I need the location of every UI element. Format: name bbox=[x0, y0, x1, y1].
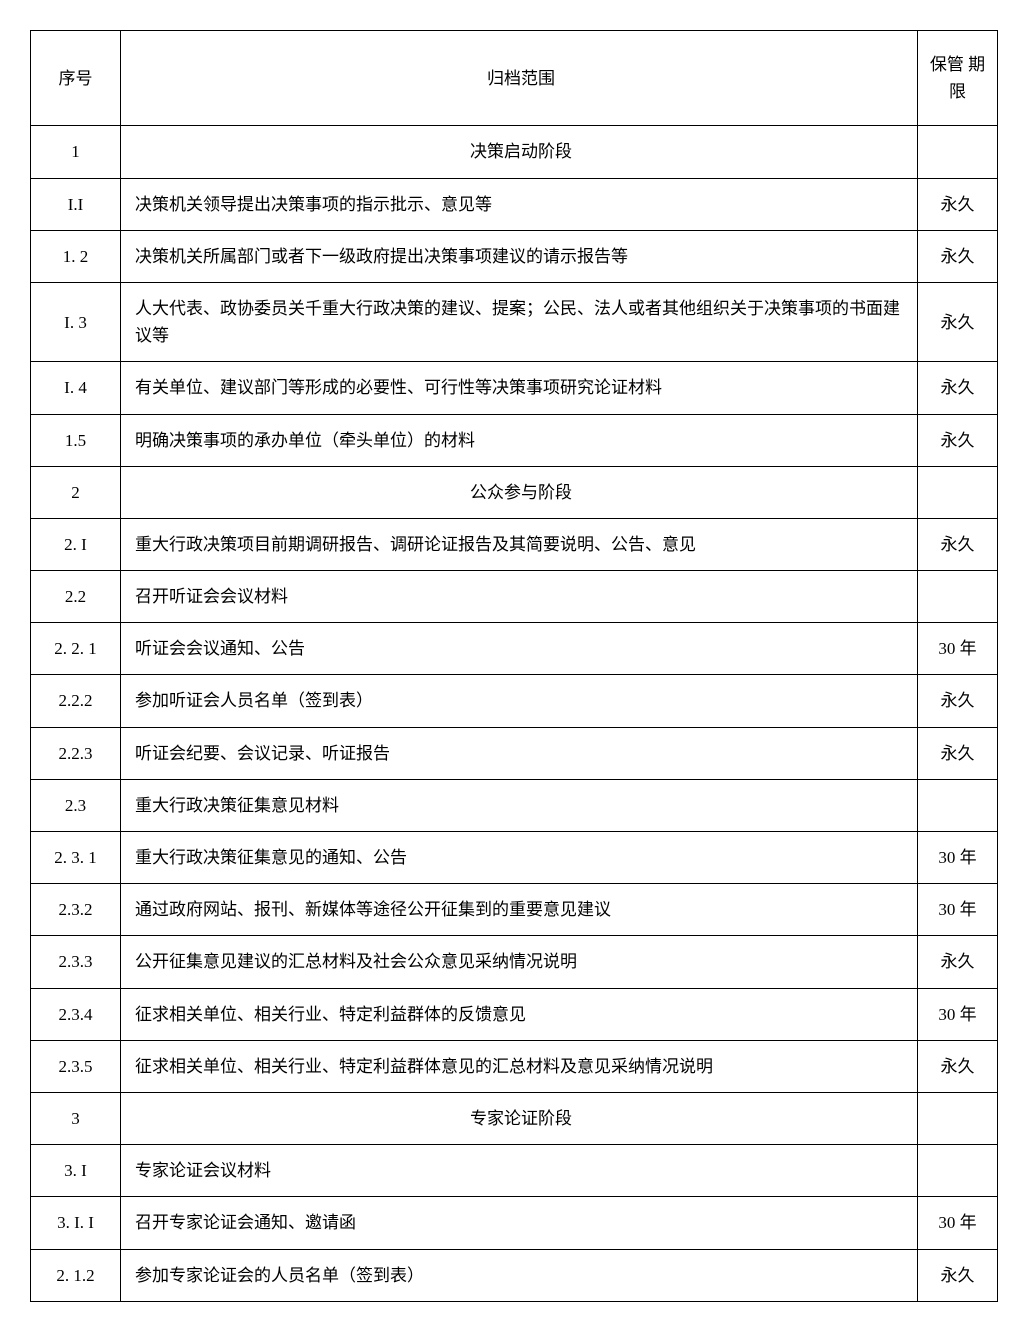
cell-scope: 有关单位、建议部门等形成的必要性、可行性等决策事项研究论证材料 bbox=[121, 362, 918, 414]
cell-retain bbox=[918, 126, 998, 178]
cell-seq: I. 4 bbox=[31, 362, 121, 414]
cell-seq: 3. I bbox=[31, 1145, 121, 1197]
table-row: 3专家论证阶段 bbox=[31, 1092, 998, 1144]
cell-seq: I. 3 bbox=[31, 282, 121, 361]
cell-scope: 重大行政决策征集意见材料 bbox=[121, 779, 918, 831]
cell-seq: 3. I. I bbox=[31, 1197, 121, 1249]
cell-seq: 1 bbox=[31, 126, 121, 178]
cell-seq: 2 bbox=[31, 466, 121, 518]
cell-retain bbox=[918, 1145, 998, 1197]
table-row: 1决策启动阶段 bbox=[31, 126, 998, 178]
cell-retain: 30 年 bbox=[918, 623, 998, 675]
cell-retain: 永久 bbox=[918, 1249, 998, 1301]
cell-scope: 专家论证会议材料 bbox=[121, 1145, 918, 1197]
cell-scope: 参加听证会人员名单（签到表） bbox=[121, 675, 918, 727]
cell-retain: 永久 bbox=[918, 1040, 998, 1092]
cell-scope: 参加专家论证会的人员名单（签到表） bbox=[121, 1249, 918, 1301]
table-row: 2公众参与阶段 bbox=[31, 466, 998, 518]
cell-retain: 永久 bbox=[918, 936, 998, 988]
table-row: I. 4有关单位、建议部门等形成的必要性、可行性等决策事项研究论证材料永久 bbox=[31, 362, 998, 414]
table-body: 1决策启动阶段I.I决策机关领导提出决策事项的指示批示、意见等永久1. 2决策机… bbox=[31, 126, 998, 1301]
cell-retain: 永久 bbox=[918, 675, 998, 727]
cell-scope: 听证会会议通知、公告 bbox=[121, 623, 918, 675]
cell-scope: 召开听证会会议材料 bbox=[121, 571, 918, 623]
cell-scope: 听证会纪要、会议记录、听证报告 bbox=[121, 727, 918, 779]
cell-seq: 2.2 bbox=[31, 571, 121, 623]
table-row: 2.2召开听证会会议材料 bbox=[31, 571, 998, 623]
cell-seq: 2. 1.2 bbox=[31, 1249, 121, 1301]
cell-scope: 通过政府网站、报刊、新媒体等途径公开征集到的重要意见建议 bbox=[121, 884, 918, 936]
cell-scope: 公众参与阶段 bbox=[121, 466, 918, 518]
table-row: 3. I专家论证会议材料 bbox=[31, 1145, 998, 1197]
table-row: 2. I重大行政决策项目前期调研报告、调研论证报告及其简要说明、公告、意见永久 bbox=[31, 518, 998, 570]
cell-retain: 30 年 bbox=[918, 832, 998, 884]
cell-retain: 永久 bbox=[918, 230, 998, 282]
cell-seq: 2.3.2 bbox=[31, 884, 121, 936]
cell-scope: 决策启动阶段 bbox=[121, 126, 918, 178]
cell-seq: 1.5 bbox=[31, 414, 121, 466]
cell-scope: 重大行政决策征集意见的通知、公告 bbox=[121, 832, 918, 884]
cell-scope: 明确决策事项的承办单位（牵头单位）的材料 bbox=[121, 414, 918, 466]
table-row: 2.2.3听证会纪要、会议记录、听证报告永久 bbox=[31, 727, 998, 779]
table-row: I.I决策机关领导提出决策事项的指示批示、意见等永久 bbox=[31, 178, 998, 230]
table-row: 2.3重大行政决策征集意见材料 bbox=[31, 779, 998, 831]
cell-seq: 2. 2. 1 bbox=[31, 623, 121, 675]
cell-scope: 公开征集意见建议的汇总材料及社会公众意见采纳情况说明 bbox=[121, 936, 918, 988]
cell-seq: 2.3.5 bbox=[31, 1040, 121, 1092]
table-row: 2. 1.2参加专家论证会的人员名单（签到表）永久 bbox=[31, 1249, 998, 1301]
cell-scope: 重大行政决策项目前期调研报告、调研论证报告及其简要说明、公告、意见 bbox=[121, 518, 918, 570]
cell-scope: 决策机关领导提出决策事项的指示批示、意见等 bbox=[121, 178, 918, 230]
cell-retain: 30 年 bbox=[918, 1197, 998, 1249]
cell-retain bbox=[918, 1092, 998, 1144]
table-row: 2.3.2通过政府网站、报刊、新媒体等途径公开征集到的重要意见建议30 年 bbox=[31, 884, 998, 936]
table-header-row: 序号 归档范围 保管 期限 bbox=[31, 31, 998, 126]
cell-seq: I.I bbox=[31, 178, 121, 230]
cell-seq: 2.3.4 bbox=[31, 988, 121, 1040]
table-row: 2.3.3公开征集意见建议的汇总材料及社会公众意见采纳情况说明永久 bbox=[31, 936, 998, 988]
cell-seq: 2.2.3 bbox=[31, 727, 121, 779]
table-row: 2.3.4征求相关单位、相关行业、特定利益群体的反馈意见30 年 bbox=[31, 988, 998, 1040]
cell-scope: 征求相关单位、相关行业、特定利益群体意见的汇总材料及意见采纳情况说明 bbox=[121, 1040, 918, 1092]
table-row: 2.3.5征求相关单位、相关行业、特定利益群体意见的汇总材料及意见采纳情况说明永… bbox=[31, 1040, 998, 1092]
table-row: 1. 2决策机关所属部门或者下一级政府提出决策事项建议的请示报告等永久 bbox=[31, 230, 998, 282]
header-retain: 保管 期限 bbox=[918, 31, 998, 126]
cell-seq: 1. 2 bbox=[31, 230, 121, 282]
cell-seq: 2.3.3 bbox=[31, 936, 121, 988]
cell-seq: 2. 3. 1 bbox=[31, 832, 121, 884]
cell-retain: 30 年 bbox=[918, 988, 998, 1040]
cell-scope: 征求相关单位、相关行业、特定利益群体的反馈意见 bbox=[121, 988, 918, 1040]
cell-seq: 2.3 bbox=[31, 779, 121, 831]
cell-scope: 专家论证阶段 bbox=[121, 1092, 918, 1144]
cell-retain: 永久 bbox=[918, 518, 998, 570]
cell-retain: 永久 bbox=[918, 727, 998, 779]
cell-scope: 人大代表、政协委员关千重大行政决策的建议、提案；公民、法人或者其他组织关于决策事… bbox=[121, 282, 918, 361]
cell-retain: 永久 bbox=[918, 414, 998, 466]
table-row: 2. 2. 1听证会会议通知、公告30 年 bbox=[31, 623, 998, 675]
table-row: 2. 3. 1重大行政决策征集意见的通知、公告30 年 bbox=[31, 832, 998, 884]
cell-retain bbox=[918, 466, 998, 518]
cell-retain: 永久 bbox=[918, 178, 998, 230]
cell-scope: 召开专家论证会通知、邀请函 bbox=[121, 1197, 918, 1249]
cell-seq: 3 bbox=[31, 1092, 121, 1144]
cell-retain bbox=[918, 571, 998, 623]
header-scope: 归档范围 bbox=[121, 31, 918, 126]
table-row: 2.2.2参加听证会人员名单（签到表）永久 bbox=[31, 675, 998, 727]
cell-scope: 决策机关所属部门或者下一级政府提出决策事项建议的请示报告等 bbox=[121, 230, 918, 282]
cell-retain bbox=[918, 779, 998, 831]
cell-retain: 30 年 bbox=[918, 884, 998, 936]
cell-retain: 永久 bbox=[918, 282, 998, 361]
table-row: 3. I. I召开专家论证会通知、邀请函30 年 bbox=[31, 1197, 998, 1249]
header-seq: 序号 bbox=[31, 31, 121, 126]
cell-seq: 2. I bbox=[31, 518, 121, 570]
table-row: 1.5明确决策事项的承办单位（牵头单位）的材料永久 bbox=[31, 414, 998, 466]
archive-table: 序号 归档范围 保管 期限 1决策启动阶段I.I决策机关领导提出决策事项的指示批… bbox=[30, 30, 998, 1302]
table-row: I. 3人大代表、政协委员关千重大行政决策的建议、提案；公民、法人或者其他组织关… bbox=[31, 282, 998, 361]
cell-retain: 永久 bbox=[918, 362, 998, 414]
cell-seq: 2.2.2 bbox=[31, 675, 121, 727]
